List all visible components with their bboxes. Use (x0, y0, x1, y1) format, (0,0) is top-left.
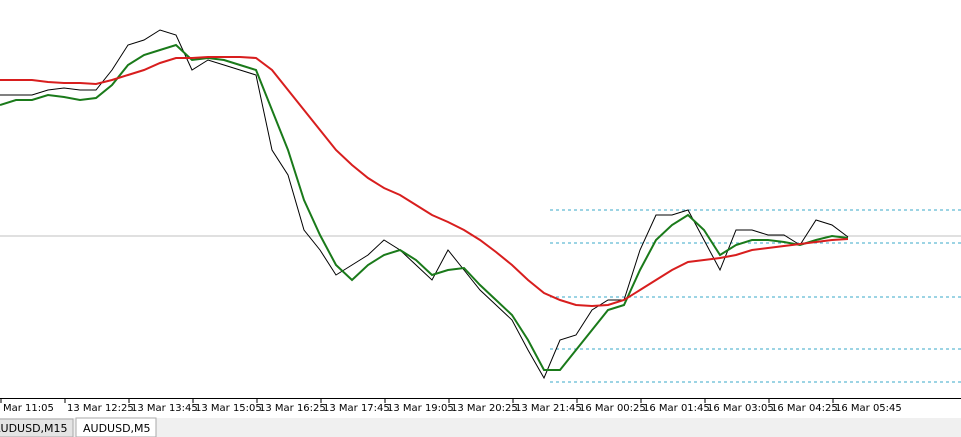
x-tick-label: 16 Mar 00:25 (579, 403, 646, 414)
tab-label[interactable]: AUDUSD,M5 (83, 422, 151, 435)
x-tick-label: 13 Mar 21:45 (515, 403, 582, 414)
x-tick-label: 16 Mar 01:45 (643, 403, 710, 414)
x-tick-label: 16 Mar 05:45 (835, 403, 902, 414)
x-tick-label: Mar 11:05 (3, 403, 54, 414)
x-tick-label: 13 Mar 19:05 (387, 403, 454, 414)
tab-label[interactable]: AUDUSD,M15 (0, 422, 68, 435)
tab-bar (0, 418, 961, 437)
x-tick-label: 13 Mar 12:25 (67, 403, 134, 414)
x-tick-label: 13 Mar 13:45 (131, 403, 198, 414)
series-line (0, 56, 849, 308)
x-tick-label: 13 Mar 20:25 (451, 403, 518, 414)
x-tick-label: 13 Mar 16:25 (259, 403, 326, 414)
tab-active[interactable] (75, 417, 157, 437)
series-line (0, 29, 849, 380)
x-tick-label: 16 Mar 04:25 (771, 403, 838, 414)
tab[interactable] (0, 418, 74, 437)
x-tick-label: 13 Mar 15:05 (195, 403, 262, 414)
series-line (0, 43, 849, 371)
x-tick-label: 13 Mar 17:45 (323, 403, 390, 414)
x-tick-label: 16 Mar 03:05 (707, 403, 774, 414)
